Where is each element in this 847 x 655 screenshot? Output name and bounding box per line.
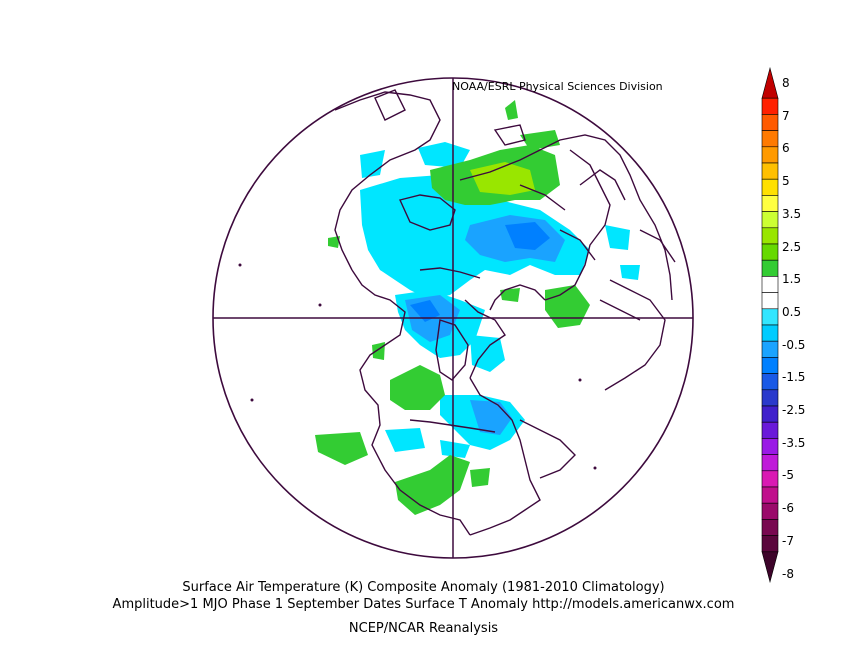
caption-line-2: Amplitude>1 MJO Phase 1 September Dates … xyxy=(112,597,735,612)
cold-anomaly-core xyxy=(505,222,550,250)
cold-anomaly-region xyxy=(440,440,470,458)
colorbar-segment xyxy=(761,470,779,488)
colorbar-segment xyxy=(761,519,779,536)
coastline xyxy=(469,377,541,536)
colorbar xyxy=(761,66,779,584)
colorbar-tick-label: 5 xyxy=(782,174,790,189)
warm-anomaly-region xyxy=(500,288,520,302)
island xyxy=(238,263,242,267)
cold-anomaly-region xyxy=(470,335,505,372)
colorbar-segment xyxy=(761,454,779,472)
colorbar-segment xyxy=(761,324,779,342)
warm-anomaly-region xyxy=(372,342,385,360)
border xyxy=(559,229,596,261)
colorbar-tick-label: -7 xyxy=(782,533,794,548)
colorbar-tick-label: 8 xyxy=(782,76,790,90)
colorbar-tick-label: 1.5 xyxy=(782,272,802,287)
warm-anomaly-region xyxy=(315,432,368,465)
island xyxy=(250,398,254,402)
map-boundary xyxy=(212,77,694,559)
cold-anomaly-region xyxy=(418,142,470,168)
colorbar-segment xyxy=(761,178,779,196)
warm-anomaly-region xyxy=(328,236,340,248)
border xyxy=(599,299,641,321)
colorbar-segment xyxy=(761,97,779,115)
colorbar-tick-label: -2.5 xyxy=(782,403,806,417)
colorbar-segment xyxy=(761,292,779,310)
coastline xyxy=(604,279,666,391)
island xyxy=(593,466,597,470)
warm-anomaly-region xyxy=(390,365,445,410)
coastline xyxy=(519,419,576,479)
colorbar-tick-label: 0.5 xyxy=(782,304,802,319)
colorbar-segment xyxy=(761,308,779,326)
cold-anomaly-region xyxy=(605,225,630,250)
cold-anomaly-region xyxy=(620,265,640,280)
colorbar-segment xyxy=(761,66,779,99)
colorbar-segment xyxy=(761,486,779,504)
colorbar-segment xyxy=(761,405,779,423)
coastline xyxy=(435,319,469,381)
colorbar-tick-label: -8 xyxy=(782,566,794,581)
warm-anomaly-region xyxy=(470,162,535,195)
colorbar-tick-label: -6 xyxy=(782,501,794,516)
colorbar-segment xyxy=(761,211,779,229)
colorbar-segment xyxy=(761,357,779,374)
cold-anomaly-region xyxy=(385,428,425,452)
colorbar-tick-label: -3.5 xyxy=(782,435,806,450)
colorbar-segment xyxy=(761,130,779,148)
colorbar-segment xyxy=(761,535,779,553)
caption-line-3: NCEP/NCAR Reanalysis xyxy=(348,621,499,636)
colorbar-segment xyxy=(761,502,779,520)
warm-anomaly-region xyxy=(505,100,518,120)
colorbar-segment xyxy=(761,243,779,261)
colorbar-segment xyxy=(761,259,779,277)
colorbar-segment xyxy=(761,373,779,391)
colorbar-tick-label: 7 xyxy=(782,108,790,123)
coastline xyxy=(334,91,441,271)
colorbar-segment xyxy=(761,340,779,358)
warm-anomaly-region xyxy=(545,285,590,328)
cold-anomaly-region xyxy=(360,150,385,178)
coastline xyxy=(489,284,546,311)
colorbar-tick-label: 3.5 xyxy=(782,206,802,221)
coastline xyxy=(493,124,526,146)
coastline xyxy=(639,229,676,263)
caption-line-1: Surface Air Temperature (K) Composite An… xyxy=(182,580,665,595)
colorbar-tick-label: -1.5 xyxy=(782,370,806,385)
border xyxy=(409,419,496,433)
colorbar-segment xyxy=(761,195,779,212)
coastline xyxy=(464,299,506,379)
colorbar-segment xyxy=(761,421,779,439)
colorbar-segment xyxy=(761,114,779,131)
colorbar-segment xyxy=(761,551,779,584)
colorbar-segment xyxy=(761,438,779,455)
colorbar-tick-label: 6 xyxy=(782,141,790,156)
colorbar-segment xyxy=(761,389,779,407)
warm-anomaly-region xyxy=(395,455,470,515)
coastline xyxy=(544,149,611,301)
island xyxy=(578,378,582,382)
map-header-label: NOAA/ESRL Physical Sciences Division xyxy=(452,80,663,93)
cold-anomaly-core xyxy=(410,300,440,322)
coastline xyxy=(374,89,406,121)
island xyxy=(318,303,322,307)
colorbar-segment xyxy=(761,227,779,245)
colorbar-segment xyxy=(761,146,779,164)
colorbar-tick-label: -0.5 xyxy=(782,337,806,352)
anomaly-field xyxy=(315,100,640,515)
colorbar-tick-label: 2.5 xyxy=(782,239,802,254)
coastlines xyxy=(334,89,676,536)
coastline xyxy=(351,269,471,536)
colorbar-segment xyxy=(761,276,779,293)
colorbar-tick-label: -5 xyxy=(782,468,794,483)
islands xyxy=(238,263,597,470)
colorbar-segment xyxy=(761,162,779,180)
coastline xyxy=(579,169,626,201)
border xyxy=(519,184,566,211)
warm-anomaly-region xyxy=(470,468,490,487)
border xyxy=(419,267,481,279)
